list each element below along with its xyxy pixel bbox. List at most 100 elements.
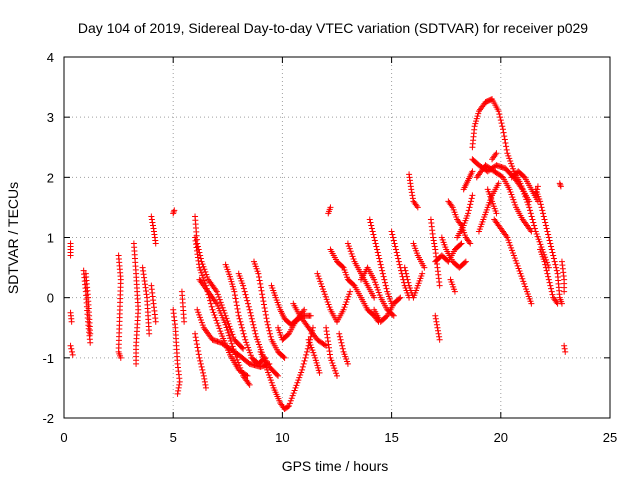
data-point: [507, 158, 514, 165]
data-point: [537, 198, 544, 205]
data-point: [259, 294, 266, 301]
data-point: [518, 273, 525, 280]
data-point: [342, 301, 349, 308]
data-point: [229, 283, 236, 290]
data-point: [336, 333, 343, 340]
data-point: [236, 315, 243, 322]
data-point: [436, 333, 443, 340]
data-point: [388, 228, 395, 235]
data-point: [301, 306, 308, 313]
chart-title: Day 104 of 2019, Sidereal Day-to-day VTE…: [78, 20, 588, 36]
data-point: [290, 390, 297, 397]
data-point: [377, 261, 384, 268]
data-point: [493, 150, 500, 157]
x-tick-label: 5: [170, 430, 177, 445]
data-point: [520, 173, 527, 180]
data-point: [371, 237, 378, 244]
data-point: [176, 381, 183, 388]
data-point: [376, 292, 383, 299]
data-point: [261, 359, 268, 366]
data-point: [233, 354, 240, 361]
data-point: [430, 234, 437, 241]
data-point: [309, 347, 316, 354]
data-point: [257, 348, 264, 355]
data-point: [561, 345, 568, 352]
data-point: [238, 324, 245, 331]
data-point: [260, 301, 267, 308]
data-point: [534, 233, 541, 240]
data-point: [548, 246, 555, 253]
data-point: [520, 278, 527, 285]
data-point: [493, 210, 500, 217]
data-point: [366, 216, 373, 223]
data-point: [195, 351, 202, 358]
data-point: [69, 348, 76, 355]
data-point: [534, 183, 541, 190]
data-point: [512, 201, 519, 208]
data-point: [545, 276, 552, 283]
data-point: [542, 219, 549, 226]
data-point: [392, 243, 399, 250]
data-point: [226, 332, 233, 339]
x-tick-label: 20: [494, 430, 508, 445]
x-tick-label: 25: [603, 430, 617, 445]
data-point: [557, 181, 564, 188]
data-point: [311, 352, 318, 359]
data-point: [259, 291, 266, 298]
data-point: [526, 204, 533, 211]
data-point: [372, 240, 379, 247]
data-point: [375, 252, 382, 259]
data-point: [548, 243, 555, 250]
data-point: [522, 283, 529, 290]
data-point: [503, 143, 510, 150]
data-point: [467, 198, 474, 205]
data-point: [527, 207, 534, 214]
data-point: [390, 312, 397, 319]
data-point: [374, 249, 381, 256]
data-point: [245, 300, 252, 307]
data-point: [512, 257, 519, 264]
data-point: [396, 261, 403, 268]
data-point: [289, 392, 296, 399]
data-point: [541, 258, 548, 265]
data-point: [473, 118, 480, 125]
data-point: [307, 312, 314, 319]
data-point: [465, 210, 472, 217]
data-point: [148, 216, 155, 223]
data-point: [239, 327, 246, 334]
data-point: [194, 306, 201, 313]
data-point: [324, 298, 331, 305]
plot-frame: [63, 56, 611, 419]
data-point: [472, 120, 479, 127]
data-point: [431, 240, 438, 247]
x-tick-label: 10: [275, 430, 289, 445]
data-point: [528, 213, 535, 220]
data-point: [514, 262, 521, 269]
data-point: [521, 280, 528, 287]
data-point: [379, 270, 386, 277]
data-point: [329, 359, 336, 366]
data-point: [199, 272, 206, 279]
data-point: [249, 318, 256, 325]
data-point: [380, 273, 387, 280]
data-point: [314, 270, 321, 277]
data-point: [436, 282, 443, 289]
data-point: [550, 255, 557, 262]
data-point: [458, 240, 465, 247]
data-point: [267, 330, 274, 337]
data-point: [198, 363, 205, 370]
data-point: [495, 180, 502, 187]
data-point: [541, 216, 548, 223]
data-point: [288, 395, 295, 402]
data-point: [303, 348, 310, 355]
data-point: [321, 291, 328, 298]
data-point: [297, 372, 304, 379]
data-point: [499, 123, 506, 130]
data-point: [209, 306, 216, 313]
data-point: [315, 367, 322, 374]
data-point: [285, 402, 292, 409]
data-point: [319, 286, 326, 293]
data-point: [548, 288, 555, 295]
data-point: [87, 330, 94, 337]
data-point: [369, 228, 376, 235]
